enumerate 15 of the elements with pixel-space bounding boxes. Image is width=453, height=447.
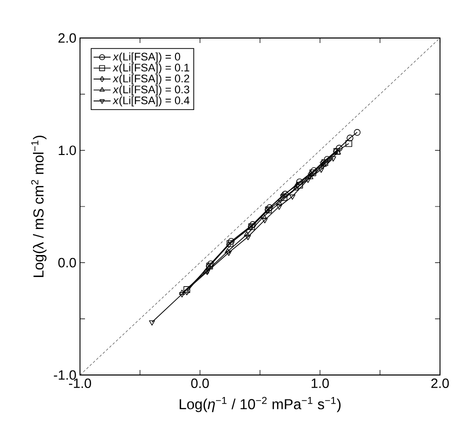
y-tick-label: -1.0: [54, 370, 76, 380]
y-tick-label: 2.0: [58, 33, 76, 43]
legend-label: x(Li[FSA]) = 0.3: [112, 85, 190, 96]
y-tick-label: 0.0: [58, 258, 76, 268]
legend-label: x(Li[FSA]) = 0.4: [112, 96, 190, 106]
x-tick-label: 0.0: [191, 378, 209, 388]
x-tick-label: 2.0: [431, 378, 449, 388]
y-axis-title: Log(λ / mS cm$^{2}$ mol$^{−1}$): [31, 136, 46, 277]
text: Log(η$^{−1}$ / 10$^{−2}$ mPa$^{−1}$ s$^{−1}$): [180, 396, 341, 412]
x-tick-label: 1.0: [312, 378, 329, 388]
legend-label: x(Li[FSA]) = 0.1: [112, 63, 190, 74]
legend-label: x(Li[FSA]) = 0.2: [112, 74, 190, 85]
legend-label: x(Li[FSA]) = 0: [112, 52, 180, 63]
y-tick-label: 1.0: [58, 146, 76, 156]
x-tick-label: -1.0: [69, 378, 92, 388]
